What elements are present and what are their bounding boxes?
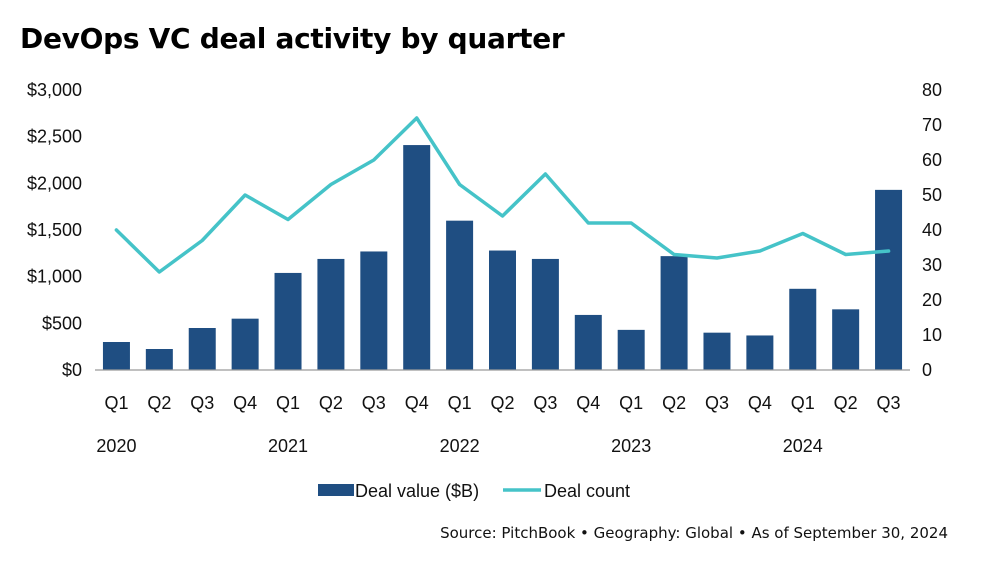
bar [703,332,731,370]
x-axis-years: 2020 2021 2022 2023 2024 [96,436,822,456]
chart-title: DevOps VC deal activity by quarter [20,22,565,55]
bar [489,250,516,370]
bar [446,220,474,370]
left-tick-label: $0 [62,360,82,380]
x-tick-label: Q2 [662,393,686,413]
x-tick-label: Q3 [362,393,386,413]
x-tick-label: Q3 [190,393,214,413]
bar [789,288,817,370]
bar [317,258,345,370]
year-label: 2023 [611,436,651,456]
bar [231,318,259,370]
x-tick-label: Q3 [705,393,729,413]
x-tick-label: Q2 [319,393,343,413]
right-tick-label: 40 [922,220,942,240]
x-tick-label: Q2 [147,393,171,413]
left-tick-label: $3,000 [27,80,82,100]
bar [617,329,645,370]
right-tick-label: 80 [922,80,942,100]
x-tick-label: Q1 [104,393,128,413]
legend-label-line: Deal count [544,481,630,501]
left-tick-label: $1,500 [27,220,82,240]
source-note: Source: PitchBook • Geography: Global • … [440,524,948,542]
x-tick-label: Q4 [233,393,257,413]
x-tick-label: Q2 [490,393,514,413]
x-tick-label: Q4 [405,393,429,413]
x-tick-label: Q1 [276,393,300,413]
right-tick-label: 60 [922,150,942,170]
x-tick-label: Q4 [576,393,600,413]
bar [102,342,130,370]
x-tick-label: Q3 [533,393,557,413]
bar [531,258,559,370]
left-tick-label: $1,000 [27,267,82,287]
year-label: 2020 [96,436,136,456]
bar [403,145,431,370]
x-tick-label: Q4 [748,393,772,413]
left-tick-label: $2,500 [27,127,82,147]
year-label: 2021 [268,436,308,456]
right-tick-label: 0 [922,360,932,380]
right-tick-label: 70 [922,115,942,135]
line-series [114,116,891,274]
x-tick-label: Q2 [834,393,858,413]
x-tick-label: Q3 [877,393,901,413]
x-tick-label: Q1 [448,393,472,413]
legend-swatch-bar [318,484,354,496]
bar [832,309,860,370]
bar [574,314,602,370]
right-tick-label: 20 [922,290,942,310]
bar [875,189,903,370]
bar-series [102,145,903,370]
x-axis-ticks: Q1 Q2 Q3 Q4 Q1 Q2 Q3 Q4 Q1 Q2 Q3 Q4 Q1 Q2 Q3 Q4 Q1 Q2 Q3 [104,393,900,413]
right-tick-label: 50 [922,185,942,205]
bar [660,256,688,370]
bar [188,328,216,370]
bar [145,349,173,370]
right-tick-label: 10 [922,325,942,345]
year-label: 2024 [783,436,823,456]
bar [746,335,774,370]
left-axis-ticks: $0 $500 $1,000 $1,500 $2,000 $2,500 $3,000 [27,80,82,380]
right-axis-ticks: 0 10 20 30 40 50 60 70 80 [922,80,942,380]
bar [360,251,388,370]
legend-label-bar: Deal value ($B) [355,481,479,501]
right-tick-label: 30 [922,255,942,275]
bar [274,272,302,370]
left-tick-label: $2,000 [27,173,82,193]
legend: Deal value ($B) Deal count [318,481,630,501]
x-tick-label: Q1 [791,393,815,413]
year-label: 2022 [440,436,480,456]
x-tick-label: Q1 [619,393,643,413]
deal-count-line [114,116,891,274]
left-tick-label: $500 [42,313,82,333]
